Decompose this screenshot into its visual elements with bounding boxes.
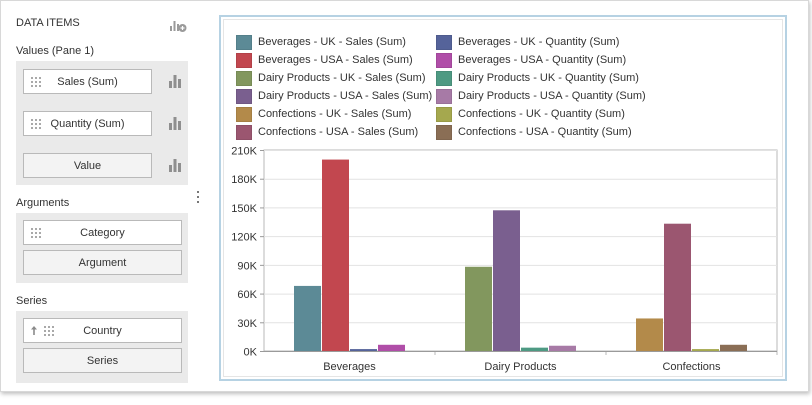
bar[interactable] bbox=[294, 285, 321, 351]
legend-item[interactable]: Beverages - UK - Quantity (Sum) bbox=[436, 34, 619, 50]
legend-label: Beverages - USA - Quantity (Sum) bbox=[458, 54, 627, 66]
y-tick-label: 180K bbox=[231, 174, 257, 186]
y-tick-label: 0K bbox=[244, 347, 258, 359]
x-tick-label: Dairy Products bbox=[484, 361, 557, 373]
legend-swatch bbox=[436, 88, 452, 104]
data-items-panel: DATA ITEMS Values (Pane 1) Sales (Sum) bbox=[9, 7, 193, 387]
legend-item[interactable]: Confections - USA - Quantity (Sum) bbox=[436, 124, 632, 140]
legend-swatch bbox=[236, 70, 252, 86]
bar[interactable] bbox=[465, 266, 492, 351]
bar[interactable] bbox=[549, 345, 576, 351]
bar-series-type-icon[interactable] bbox=[168, 115, 182, 131]
legend-label: Beverages - UK - Sales (Sum) bbox=[258, 36, 406, 48]
legend-label: Dairy Products - UK - Sales (Sum) bbox=[258, 72, 426, 84]
legend-item[interactable]: Dairy Products - USA - Sales (Sum) bbox=[236, 88, 432, 104]
bar[interactable] bbox=[664, 223, 691, 351]
values-section-label: Values (Pane 1) bbox=[16, 45, 95, 57]
legend-label: Beverages - UK - Quantity (Sum) bbox=[458, 36, 620, 48]
drag-grip-icon[interactable] bbox=[31, 228, 41, 238]
bar[interactable] bbox=[720, 344, 747, 351]
legend-label: Beverages - USA - Sales (Sum) bbox=[258, 54, 413, 66]
arguments-section-label: Arguments bbox=[16, 197, 70, 209]
series-drop-target[interactable]: Series bbox=[23, 348, 182, 373]
data-items-title: DATA ITEMS bbox=[16, 17, 80, 29]
legend-item[interactable]: Beverages - UK - Sales (Sum) bbox=[236, 34, 406, 50]
legend-label: Dairy Products - USA - Quantity (Sum) bbox=[458, 90, 646, 102]
y-tick-label: 120K bbox=[231, 232, 257, 244]
legend-swatch bbox=[236, 52, 252, 68]
legend-item[interactable]: Beverages - USA - Quantity (Sum) bbox=[436, 52, 626, 68]
legend-label: Dairy Products - USA - Sales (Sum) bbox=[258, 90, 433, 102]
drag-grip-icon[interactable] bbox=[31, 119, 41, 129]
legend-item[interactable]: Confections - UK - Sales (Sum) bbox=[236, 106, 411, 122]
legend-label: Confections - UK - Sales (Sum) bbox=[258, 108, 412, 120]
series-placeholder-label: Series bbox=[86, 354, 119, 367]
series-item-label: Country bbox=[83, 324, 122, 337]
y-tick-label: 60K bbox=[237, 289, 257, 301]
series-well: Country Series bbox=[16, 311, 188, 383]
legend-swatch bbox=[236, 124, 252, 140]
drag-grip-icon[interactable] bbox=[31, 77, 41, 87]
x-tick-label: Beverages bbox=[323, 361, 376, 373]
legend-label: Dairy Products - UK - Quantity (Sum) bbox=[458, 72, 639, 84]
bar[interactable] bbox=[350, 349, 377, 351]
chart-plot: 0K 30K 60K 90K 120K 150K 180K 210K Beverages Dair… bbox=[231, 146, 778, 373]
legend-swatch bbox=[436, 70, 452, 86]
legend-swatch bbox=[236, 88, 252, 104]
chart-area: Beverages - UK - Sales (Sum) Beverages - … bbox=[223, 19, 783, 377]
legend-item[interactable]: Confections - UK - Quantity (Sum) bbox=[436, 106, 625, 122]
legend-label: Confections - UK - Quantity (Sum) bbox=[458, 108, 625, 120]
argument-item-label: Category bbox=[80, 226, 125, 239]
value-item-label: Sales (Sum) bbox=[57, 75, 118, 88]
legend-label: Confections - USA - Sales (Sum) bbox=[258, 126, 419, 138]
bar[interactable] bbox=[378, 344, 405, 351]
series-section-label: Series bbox=[16, 295, 48, 307]
dashboard-designer-frame: DATA ITEMS Values (Pane 1) Sales (Sum) bbox=[0, 0, 809, 392]
legend-swatch bbox=[436, 124, 452, 140]
plot-border bbox=[263, 149, 778, 352]
legend-item[interactable]: Dairy Products - UK - Sales (Sum) bbox=[236, 70, 425, 86]
legend-swatch bbox=[436, 34, 452, 50]
panel-splitter-handle[interactable] bbox=[197, 191, 200, 205]
value-item-sales[interactable]: Sales (Sum) bbox=[23, 69, 152, 94]
y-tick-label: 150K bbox=[231, 203, 257, 215]
series-item-country[interactable]: Country bbox=[23, 318, 182, 343]
value-placeholder-label: Value bbox=[73, 159, 102, 172]
bar[interactable] bbox=[636, 318, 663, 351]
legend-label: Confections - USA - Quantity (Sum) bbox=[458, 126, 632, 138]
chart-options-icon[interactable] bbox=[169, 17, 187, 33]
bar[interactable] bbox=[521, 347, 548, 351]
value-drop-target[interactable]: Value bbox=[23, 153, 152, 178]
legend-item[interactable]: Confections - USA - Sales (Sum) bbox=[236, 124, 418, 140]
argument-drop-target[interactable]: Argument bbox=[23, 250, 182, 275]
legend-swatch bbox=[436, 52, 452, 68]
bar[interactable] bbox=[322, 159, 349, 351]
y-tick-label: 90K bbox=[237, 260, 257, 272]
legend-swatch bbox=[436, 106, 452, 122]
bar-series-type-icon[interactable] bbox=[168, 157, 182, 173]
legend-item[interactable]: Dairy Products - UK - Quantity (Sum) bbox=[436, 70, 639, 86]
argument-item-category[interactable]: Category bbox=[23, 220, 182, 245]
y-tick-label: 30K bbox=[237, 318, 257, 330]
value-item-quantity[interactable]: Quantity (Sum) bbox=[23, 111, 152, 136]
bar[interactable] bbox=[493, 210, 520, 351]
arguments-well: Category Argument bbox=[16, 213, 188, 283]
legend-swatch bbox=[236, 106, 252, 122]
values-well: Sales (Sum) Quantity (Sum) Value bbox=[16, 61, 188, 185]
bar[interactable] bbox=[692, 349, 719, 351]
y-tick-label: 210K bbox=[231, 146, 257, 158]
legend-item[interactable]: Dairy Products - USA - Quantity (Sum) bbox=[436, 88, 646, 104]
value-item-label: Quantity (Sum) bbox=[50, 117, 125, 130]
sort-ascending-icon[interactable] bbox=[30, 325, 38, 336]
legend-swatch bbox=[236, 34, 252, 50]
x-tick-label: Confections bbox=[662, 361, 721, 373]
bar-series-type-icon[interactable] bbox=[168, 73, 182, 89]
legend-item[interactable]: Beverages - USA - Sales (Sum) bbox=[236, 52, 413, 68]
argument-placeholder-label: Argument bbox=[78, 256, 127, 269]
drag-grip-icon[interactable] bbox=[44, 326, 54, 336]
chart-dashboard-item[interactable]: Beverages - UK - Sales (Sum) Beverages - … bbox=[219, 15, 787, 381]
